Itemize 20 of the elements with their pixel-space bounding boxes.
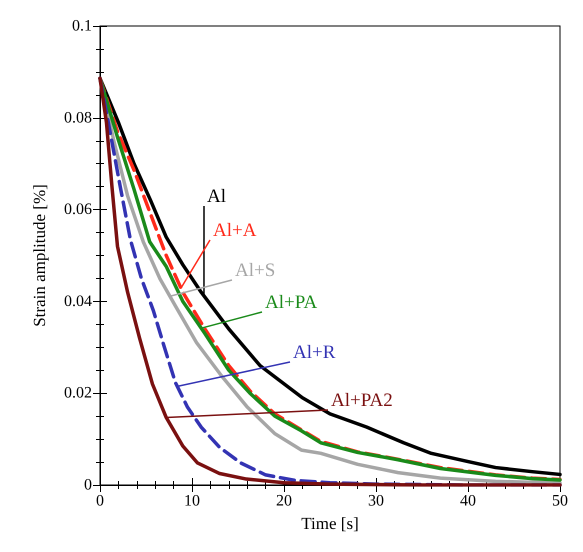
x-tick-label: 50 — [552, 492, 568, 510]
y-tick-label: 0.06 — [64, 201, 92, 218]
y-tick-label: 0.04 — [64, 292, 92, 310]
x-tick-label: 10 — [184, 492, 200, 510]
text: Al+S — [235, 260, 276, 281]
x-tick-label: 20 — [276, 492, 292, 510]
y-tick-label: 0.02 — [64, 384, 92, 402]
y-tick-label: 0.08 — [64, 109, 92, 126]
x-tick-label: 30 — [368, 492, 384, 510]
x-tick-label: 0 — [96, 492, 104, 510]
y-tick-label: 0 — [84, 476, 92, 494]
y-axis-title: Strain amplitude [%] — [30, 184, 49, 327]
text: Al+PA — [265, 292, 318, 313]
text: Al — [207, 186, 226, 207]
text: Al+PA2 — [331, 390, 393, 411]
text: Al+A — [213, 220, 257, 241]
x-tick-label: 40 — [460, 492, 476, 510]
y-tick-label: 0.1 — [72, 18, 92, 34]
text: Al+R — [293, 342, 336, 363]
x-axis-title: Time [s] — [301, 514, 359, 533]
